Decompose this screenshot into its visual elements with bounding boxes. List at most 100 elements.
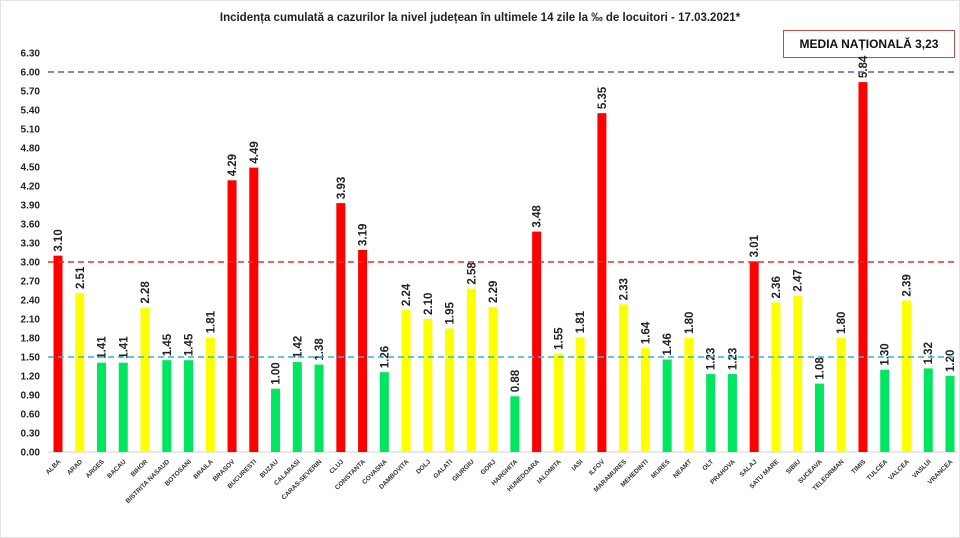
chart-title: Incidența cumulată a cazurilor la nivel … (219, 12, 741, 24)
bar-caras-severin (314, 364, 324, 452)
bar-arges (97, 362, 107, 452)
y-tick-label: 0.90 (21, 391, 41, 402)
x-tick-label: BACAU (106, 458, 128, 480)
x-tick-label: GALATI (432, 458, 454, 480)
value-label: 1.41 (97, 336, 109, 359)
x-tick-label: SIBIU (785, 458, 802, 475)
y-tick-label: 0.30 (21, 429, 41, 440)
bar-braila (205, 337, 215, 452)
y-tick-label: 5.70 (21, 87, 41, 98)
x-tick-label: TULCEA (866, 458, 890, 482)
national-average-box: MEDIA NAȚIONALĂ 3,23 (783, 30, 955, 58)
value-label: 1.45 (162, 333, 174, 356)
value-label: 2.28 (140, 281, 152, 304)
bar-ialomita (553, 353, 563, 452)
value-label: 4.29 (227, 154, 239, 176)
value-label: 1.26 (379, 346, 391, 368)
value-label: 2.58 (466, 262, 478, 285)
x-tick-label: IALOMITA (536, 458, 563, 485)
x-tick-label: CLUJ (328, 458, 345, 475)
value-label: 1.32 (923, 342, 935, 364)
value-label: 1.80 (836, 312, 848, 334)
value-label: 3.10 (53, 229, 65, 251)
value-label: 1.42 (292, 336, 304, 358)
value-label: 3.93 (336, 177, 348, 199)
value-label: 1.55 (553, 327, 565, 350)
value-label: 1.81 (205, 310, 217, 333)
bar-covasna (379, 372, 389, 452)
value-label: 1.00 (271, 362, 283, 384)
bar-bacau (118, 362, 128, 452)
bar-arad (75, 293, 85, 452)
value-label: 1.23 (706, 348, 718, 370)
x-tick-label: BIHOR (130, 458, 150, 478)
value-label: 3.01 (749, 234, 761, 257)
x-tick-label: OLT (701, 458, 715, 472)
x-tick-label: NEAMT (672, 458, 693, 479)
x-tick-label: ILFOV (588, 458, 607, 477)
y-tick-label: 6.30 (21, 49, 41, 60)
value-label: 1.64 (640, 321, 652, 344)
y-tick-label: 3.90 (21, 201, 41, 212)
bar-calarasi (292, 362, 302, 452)
x-tick-label: ARGES (85, 458, 107, 480)
value-label: 2.36 (771, 276, 783, 298)
y-tick-label: 0.00 (21, 448, 41, 459)
bar-giurgiu (466, 288, 476, 452)
bar-iasi (575, 337, 585, 452)
x-tick-label: ALBA (45, 458, 63, 476)
bar-hunedoara (532, 231, 542, 452)
bar-alba (53, 255, 63, 452)
bar-vaslui (923, 368, 933, 452)
y-tick-label: 1.20 (21, 372, 41, 383)
y-tick-label: 4.20 (21, 182, 41, 193)
y-tick-label: 2.40 (21, 296, 41, 307)
value-label: 2.47 (793, 269, 805, 291)
value-label: 1.46 (662, 333, 674, 355)
bar-botosani (184, 360, 194, 452)
value-label: 1.45 (184, 333, 196, 356)
y-tick-label: 1.80 (21, 334, 41, 345)
bar-olt (706, 374, 716, 452)
value-label: 0.88 (510, 369, 522, 392)
y-tick-label: 5.40 (21, 106, 41, 117)
y-tick-label: 2.10 (21, 315, 41, 326)
bar-vrancea (945, 376, 955, 452)
value-label: 1.08 (814, 357, 826, 380)
value-label: 3.19 (358, 224, 370, 246)
value-label: 2.33 (619, 278, 631, 300)
bar-buzau (271, 388, 281, 452)
value-label: 1.23 (727, 348, 739, 370)
y-tick-label: 0.60 (21, 410, 41, 421)
bar-dolj (423, 319, 433, 452)
y-tick-label: 2.70 (21, 277, 41, 288)
value-label: 3.48 (532, 205, 544, 228)
bar-ilfov (597, 113, 607, 453)
bar-mehedinti (640, 348, 650, 452)
x-tick-label: BUZAU (259, 458, 280, 479)
bar-bucuresti (249, 167, 259, 452)
value-label: 1.80 (684, 312, 696, 334)
x-tick-label: MURES (650, 458, 672, 480)
x-tick-label: VASLUI (911, 458, 933, 480)
bar-satu-mare (771, 302, 781, 452)
bar-gorj (488, 306, 498, 452)
y-tick-label: 4.50 (21, 163, 41, 174)
value-label: 1.41 (118, 336, 130, 359)
bar-teleorman (836, 338, 846, 452)
value-label: 5.35 (597, 86, 609, 109)
x-tick-label: IASI (571, 458, 585, 472)
bar-mures (662, 359, 672, 452)
x-tick-label: SALAJ (739, 458, 759, 478)
y-tick-label: 5.10 (21, 125, 41, 136)
y-tick-label: 3.60 (21, 220, 41, 231)
y-tick-label: 3.30 (21, 239, 41, 250)
bar-bihor (140, 307, 150, 452)
value-label: 2.39 (901, 274, 913, 296)
y-tick-label: 4.80 (21, 144, 41, 155)
national-average-label: MEDIA NAȚIONALĂ 3,23 (799, 37, 939, 51)
bar-constanta (358, 249, 368, 452)
bar-brasov (227, 180, 237, 453)
bar-prahova (727, 374, 737, 452)
